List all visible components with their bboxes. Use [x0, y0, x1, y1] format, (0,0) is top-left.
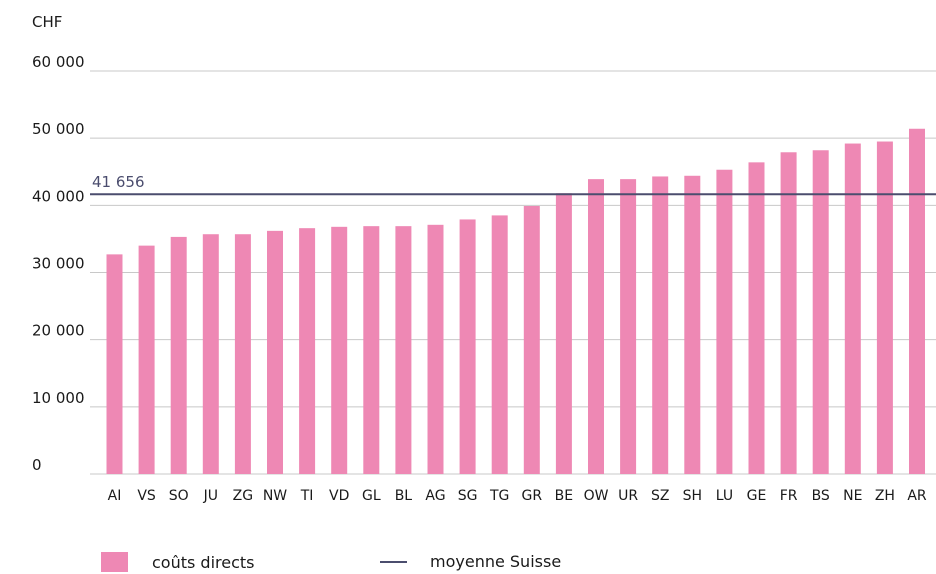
- y-axis-ticks: 0 10 000 20 000 30 000 40 000 50 000 60 000: [32, 53, 85, 474]
- x-tick-label: ZG: [233, 488, 253, 504]
- y-unit-label: CHF: [32, 13, 62, 31]
- bar-lu: [716, 169, 733, 475]
- bar-ag: [427, 224, 444, 474]
- reference-line-label: 41 656: [92, 173, 145, 191]
- bar-ju: [202, 234, 219, 474]
- x-tick-label: TI: [300, 488, 314, 504]
- x-tick-label: GE: [747, 488, 767, 504]
- x-tick-label: LU: [716, 488, 733, 504]
- x-tick-label: VS: [137, 488, 156, 504]
- bar-tg: [491, 215, 508, 475]
- x-tick-label: JU: [203, 488, 218, 504]
- y-tick-label: 40 000: [32, 187, 85, 205]
- x-tick-label: BS: [812, 488, 830, 504]
- bar-ti: [299, 228, 316, 474]
- legend-item-couts-directs: coûts directs: [101, 552, 255, 572]
- legend-label-couts-directs: coûts directs: [152, 552, 255, 572]
- y-tick-label: 0: [32, 456, 42, 474]
- x-tick-label: SO: [169, 488, 189, 504]
- bar-sz: [652, 176, 669, 474]
- legend-line-moyenne-suisse: [380, 560, 407, 563]
- x-tick-label: UR: [618, 488, 638, 504]
- y-tick-label: 60 000: [32, 53, 85, 71]
- bar-gr: [523, 206, 540, 474]
- bar-ai: [106, 254, 123, 474]
- bar-bs: [812, 150, 829, 475]
- bar-nw: [267, 230, 283, 474]
- bar-vd: [331, 226, 348, 474]
- x-axis-ticks: AI VS SO JU ZG NW TI VD GL BL AG SG TG GR BE OW UR SZ SH LU…: [108, 488, 927, 504]
- bar-bl: [395, 226, 412, 474]
- x-tick-label: GL: [362, 488, 381, 504]
- bar-ne: [844, 143, 861, 475]
- legend-swatch-couts-directs: [101, 552, 128, 572]
- x-tick-label: GR: [522, 488, 543, 504]
- bar-so: [170, 236, 187, 474]
- y-tick-label: 50 000: [32, 120, 85, 138]
- x-tick-label: BE: [555, 488, 573, 504]
- x-tick-label: ZH: [875, 488, 895, 504]
- bar-be: [555, 193, 572, 474]
- y-tick-label: 30 000: [32, 255, 85, 273]
- bar-ur: [620, 179, 637, 474]
- x-tick-label: AG: [425, 488, 445, 504]
- bar-ar: [909, 128, 925, 474]
- bar-sg: [459, 219, 476, 474]
- bar-gl: [363, 226, 380, 474]
- x-tick-label: SZ: [651, 488, 669, 504]
- legend-label-moyenne-suisse: moyenne Suisse: [430, 552, 562, 571]
- x-tick-label: VD: [329, 488, 349, 504]
- y-tick-label: 10 000: [32, 389, 85, 407]
- x-tick-label: NE: [843, 488, 862, 504]
- x-tick-label: OW: [584, 488, 609, 504]
- x-tick-label: BL: [395, 488, 413, 504]
- bars: [106, 128, 925, 475]
- bar-ge: [748, 162, 765, 474]
- reference-line-group: 41 656: [90, 173, 936, 196]
- bar-zh: [876, 141, 893, 474]
- x-tick-label: FR: [780, 488, 798, 504]
- x-tick-label: AR: [907, 488, 927, 504]
- bar-ow: [588, 179, 604, 474]
- bar-vs: [138, 245, 155, 474]
- bar-sh: [684, 175, 701, 474]
- bar-fr: [780, 152, 797, 474]
- x-tick-label: SH: [683, 488, 702, 504]
- y-tick-label: 20 000: [32, 322, 85, 340]
- bar-zg: [234, 234, 251, 474]
- x-tick-label: TG: [489, 488, 509, 504]
- x-tick-label: NW: [263, 488, 287, 504]
- gridlines: [90, 70, 936, 475]
- x-tick-label: SG: [458, 488, 478, 504]
- legend-item-moyenne-suisse: moyenne Suisse: [380, 552, 561, 571]
- x-tick-label: AI: [108, 488, 122, 504]
